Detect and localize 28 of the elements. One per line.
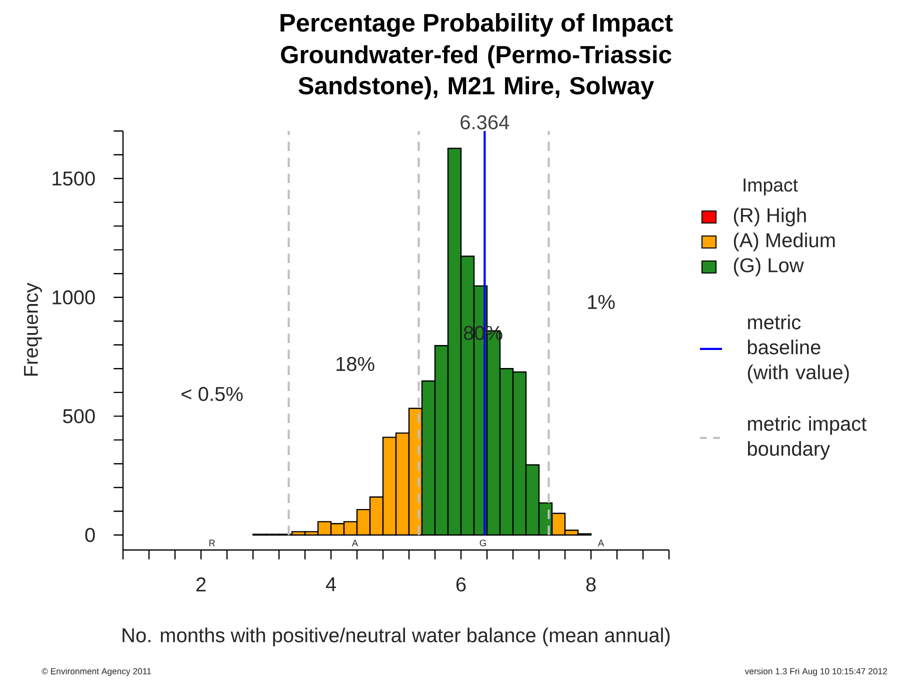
annotation: < 0.5% bbox=[182, 386, 243, 402]
chart-subtitle: Groundwater-fed (Permo-Triassic Sandstone), M21 Mire, Solway bbox=[281, 45, 672, 100]
text: metric baseline (with value) bbox=[748, 314, 849, 384]
x-tick-label: 6 bbox=[456, 577, 466, 592]
annotation: A bbox=[352, 540, 358, 546]
annotation: G bbox=[480, 540, 486, 546]
text: © Environment Agency 2011 bbox=[42, 668, 151, 676]
x-tick-label: 8 bbox=[586, 577, 596, 592]
y-axis-title: Frequency bbox=[24, 282, 42, 376]
chart-title: Percentage Probability of Impact bbox=[280, 13, 673, 37]
x-tick-label: 2 bbox=[196, 577, 206, 592]
y-tick-label: 1000 bbox=[52, 290, 95, 304]
x-tick-label: 4 bbox=[326, 577, 336, 592]
ref-line-label: 6.364 bbox=[460, 115, 510, 130]
annotation: 18% bbox=[336, 356, 374, 372]
annotation: 1% bbox=[588, 295, 615, 309]
y-tick-label: 1500 bbox=[52, 171, 95, 186]
legend-label: (G) Low bbox=[734, 258, 804, 276]
legend-label: (A) Medium bbox=[734, 232, 835, 252]
legend-title: Impact bbox=[744, 178, 798, 196]
text: version 1.3 Fri Aug 10 10:15:47 2012 bbox=[744, 668, 887, 676]
annotation: R bbox=[209, 540, 215, 546]
y-tick-label: 0 bbox=[85, 528, 95, 542]
y-tick-label: 500 bbox=[63, 409, 95, 424]
annotation: A bbox=[598, 540, 604, 546]
x-axis-title: No. months with positive/neutral water balance (mean annual) bbox=[122, 628, 670, 646]
legend-label: (R) High bbox=[734, 208, 806, 226]
text: metric impact boundary bbox=[748, 416, 867, 460]
